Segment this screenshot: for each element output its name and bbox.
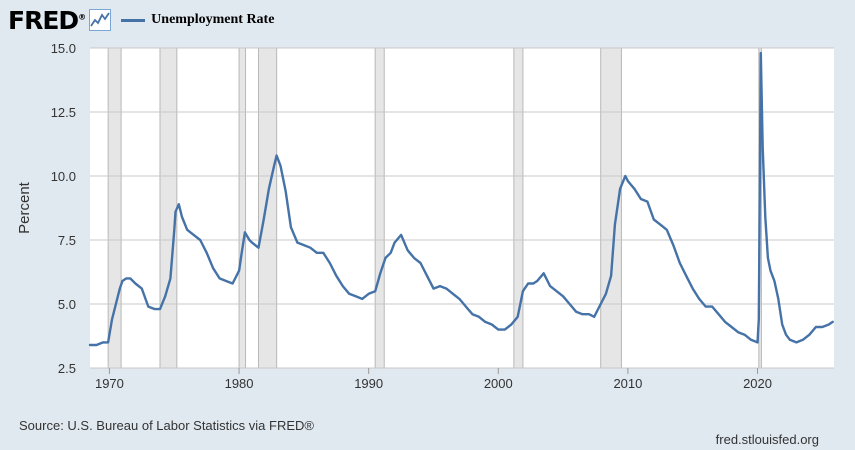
y-tick-label-0: 2.5 — [58, 361, 76, 376]
y-tick-label-2: 7.5 — [58, 233, 76, 248]
y-axis-title: Percent — [16, 181, 33, 234]
chart-header: FRED® Unemployment Rate — [8, 5, 274, 35]
plot-area — [90, 48, 834, 368]
line-chart-icon — [89, 9, 112, 31]
y-tick-label-4: 12.5 — [51, 105, 76, 120]
fred-logo-reg: ® — [78, 12, 87, 22]
y-tick-label-3: 10.0 — [51, 169, 76, 184]
source-note: Source: U.S. Bureau of Labor Statistics … — [19, 418, 314, 433]
legend-swatch — [121, 18, 146, 22]
x-tick-label-3: 2000 — [484, 376, 513, 391]
recession-band-1 — [159, 47, 178, 369]
legend-label[interactable]: Unemployment Rate — [151, 12, 275, 27]
x-tick-label-1: 1980 — [225, 376, 254, 391]
recession-band-4 — [374, 47, 385, 369]
site-url[interactable]: fred.stlouisfed.org — [715, 432, 819, 447]
fred-logo-text: FRED — [8, 5, 79, 35]
x-tick-label-5: 2020 — [743, 376, 772, 391]
x-tick-label-0: 1970 — [95, 376, 124, 391]
recession-band-0 — [107, 47, 122, 369]
y-tick-label-5: 15.0 — [51, 41, 76, 56]
fred-logo[interactable]: FRED® — [8, 8, 86, 33]
x-tick-label-4: 2010 — [613, 376, 642, 391]
y-tick-label-1: 5.0 — [58, 297, 76, 312]
recession-band-2 — [238, 47, 247, 369]
x-tick-label-2: 1990 — [354, 376, 383, 391]
series-line-0 — [88, 51, 834, 347]
recession-band-3 — [258, 47, 278, 369]
